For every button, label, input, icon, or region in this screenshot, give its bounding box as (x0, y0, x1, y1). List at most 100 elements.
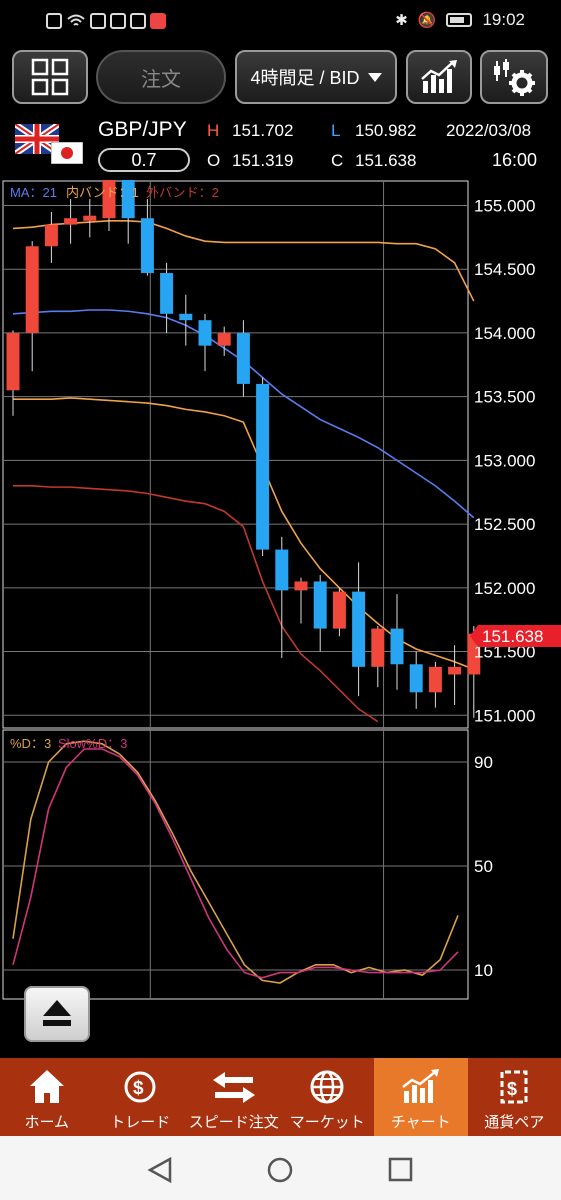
date-label: 03/08 (358, 997, 401, 1000)
candle-body (121, 180, 135, 219)
currency-pair: GBP/JPY (98, 118, 187, 141)
nav-currency-pair[interactable]: $ 通貨ペア (468, 1058, 561, 1136)
price-tick-label: 152.500 (474, 515, 535, 534)
nav-label: スピード注文 (188, 1114, 279, 1131)
grid-icon (31, 58, 69, 96)
back-icon[interactable] (146, 1156, 174, 1184)
clock: 19:02 (482, 10, 525, 29)
price-tick-label: 151.500 (474, 643, 535, 662)
wifi-icon (67, 14, 85, 26)
period-label: 4時間足 / BID (250, 68, 360, 88)
battery-icon (446, 13, 473, 27)
candle-body (352, 591, 366, 667)
nav-chart[interactable]: チャート (374, 1058, 468, 1136)
chart-icon (401, 1069, 439, 1103)
stoch-tick-label: 90 (474, 753, 493, 772)
system-navigation-bar (0, 1136, 561, 1200)
candle-body (448, 666, 462, 675)
current-price-tag: 151.638 (470, 625, 561, 647)
nav-label: マーケット (289, 1114, 365, 1131)
candle-body (6, 332, 20, 391)
current-price-label: 151.638 (482, 627, 543, 646)
status-right: ✱ 🔕 19:02 (395, 10, 525, 30)
candle-body (294, 581, 308, 591)
candle-body (313, 581, 327, 629)
bar-date: 2022/03/08 (446, 121, 532, 140)
menu-grid-button[interactable] (12, 50, 88, 104)
date-label: 03/04 (124, 997, 167, 1000)
inner-band-lower-line (13, 397, 475, 671)
stoch-tick-label: 10 (474, 961, 493, 980)
pct-d-line (12, 740, 459, 984)
close-value: 151.638 (355, 151, 417, 170)
japan-flag-icon (51, 142, 83, 164)
legend-slow-d: Slow%D：3 (58, 736, 127, 751)
chart-area[interactable]: 155.000 154.500 154.000 153.500 153.000 152.5… (0, 173, 561, 1016)
toggle-panel-button[interactable] (24, 986, 90, 1042)
open-label: O (207, 151, 221, 170)
spread-badge: 0.7 (98, 148, 190, 172)
candle-body (198, 320, 212, 346)
notification-icons (46, 10, 166, 32)
legend-outer-band: 外バンド：2 (146, 185, 219, 200)
candle-body (102, 180, 116, 219)
price-panel-frame (2, 180, 469, 729)
home-icon (29, 1070, 64, 1103)
order-button[interactable]: 注文 (96, 50, 226, 104)
chevron-down-icon (367, 72, 382, 82)
low-value: 150.982 (355, 121, 417, 140)
swap-arrows-icon (212, 1072, 255, 1103)
youtube-icon (90, 13, 106, 29)
gear-icon (494, 59, 535, 96)
candle-body (217, 332, 231, 346)
technical-indicator-button[interactable] (406, 50, 472, 104)
bottom-navigation: ホーム $ トレード スピード注文 マーケット (0, 1058, 561, 1136)
period-select[interactable]: 4時間足 / BID (235, 50, 397, 104)
recents-icon[interactable] (387, 1156, 415, 1184)
status-bar: ✱ 🔕 19:02 (0, 0, 561, 42)
nav-label: 通貨ペア (484, 1114, 545, 1131)
candle-body (236, 332, 250, 384)
candle-body (179, 313, 193, 321)
price-tick-label: 154.500 (474, 260, 535, 279)
eject-icon (43, 1000, 71, 1026)
yen-cycle-icon: $ (124, 1071, 156, 1103)
legend-pct-d: %D：3 (10, 736, 51, 751)
chart-settings-button[interactable] (480, 50, 548, 104)
nav-home[interactable]: ホーム (0, 1058, 94, 1136)
price-tick-label: 155.000 (474, 196, 535, 215)
bar-time: 16:00 (492, 150, 538, 170)
candle-body (83, 215, 97, 221)
stoch-tick-label: 50 (474, 857, 493, 876)
nav-market[interactable]: マーケット (281, 1058, 375, 1136)
video-icon (130, 13, 146, 29)
inner-band-upper-line (12, 219, 475, 302)
nav-trade[interactable]: $ トレード (94, 1058, 188, 1136)
globe-icon (310, 1070, 344, 1104)
candle-body (428, 666, 442, 693)
home-circle-icon[interactable] (266, 1156, 294, 1184)
candle-body (256, 383, 270, 550)
svg-text:$: $ (133, 1078, 144, 1099)
candle-body (371, 628, 385, 667)
close-label: C (331, 151, 344, 170)
price-tick-label: 152.000 (474, 579, 535, 598)
yen-doc-icon: $ (500, 1070, 528, 1104)
price-tick-label: 153.500 (474, 388, 535, 407)
mute-icon: 🔕 (417, 12, 437, 29)
toolbar: 注文 4時間足 / BID (0, 42, 561, 112)
candlestick-chart[interactable]: 155.000 154.500 154.000 153.500 153.000 152.5… (0, 173, 561, 1016)
legend-ma: MA：21 (10, 185, 57, 200)
candle-body (160, 273, 174, 314)
svg-text:$: $ (507, 1079, 517, 1099)
candle-body (332, 591, 346, 629)
legend-inner-band: 内バンド：1 (66, 185, 139, 200)
stoch-panel-frame (2, 729, 469, 1000)
candle-body (44, 224, 58, 247)
candle-body (140, 218, 154, 274)
outer-band-lower-line (13, 485, 379, 723)
chart-trend-icon (421, 60, 457, 93)
high-label: H (207, 121, 220, 140)
notification-icon (46, 13, 62, 29)
nav-speed-order[interactable]: スピード注文 (187, 1058, 281, 1136)
